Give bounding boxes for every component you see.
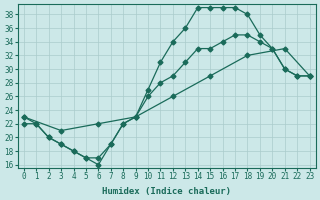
X-axis label: Humidex (Indice chaleur): Humidex (Indice chaleur) [102, 187, 231, 196]
